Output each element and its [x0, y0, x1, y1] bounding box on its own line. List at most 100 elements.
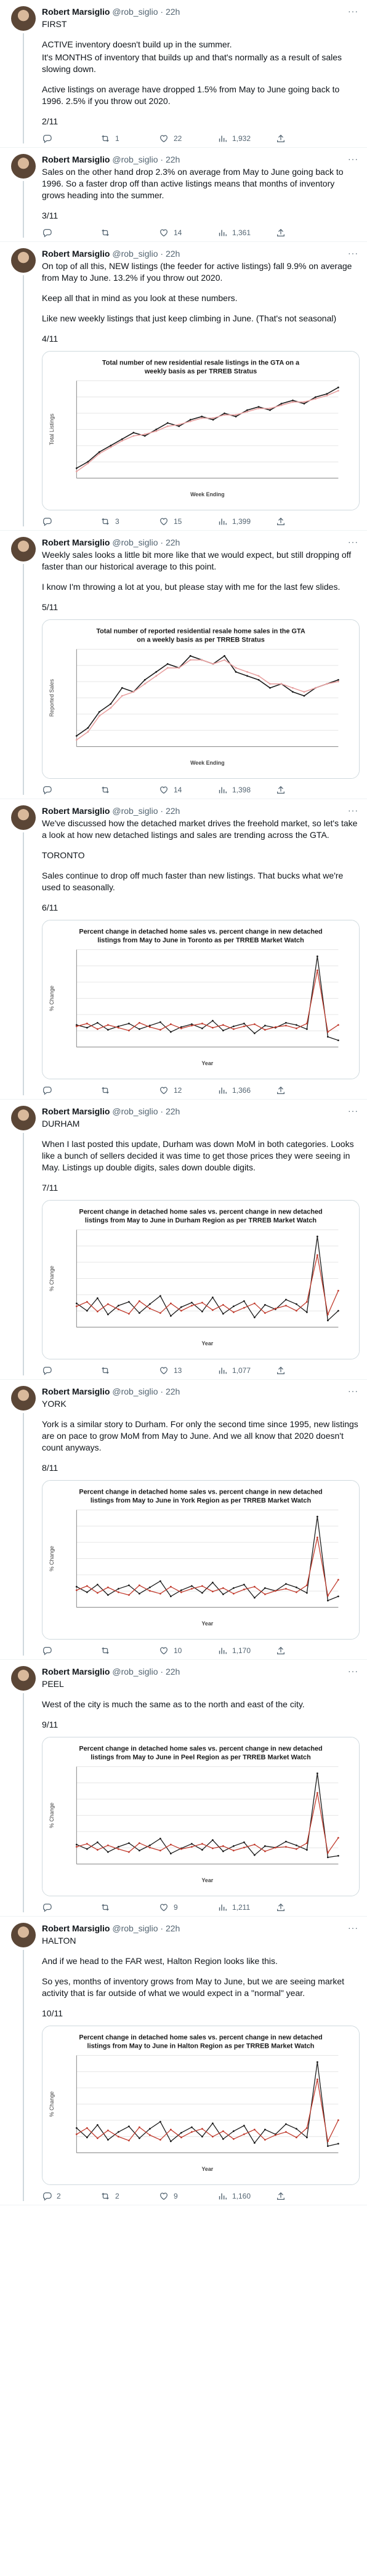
more-options-icon[interactable]: ···: [348, 248, 358, 258]
chart-image[interactable]: Percent change in detached home sales vs…: [42, 1200, 360, 1359]
retweet-button[interactable]: 3: [100, 517, 137, 526]
avatar[interactable]: [11, 537, 36, 561]
views-button[interactable]: 1,170: [217, 1646, 254, 1656]
timestamp[interactable]: 22h: [165, 7, 180, 17]
avatar[interactable]: [11, 1666, 36, 1691]
timestamp[interactable]: 22h: [165, 1387, 180, 1396]
reply-button[interactable]: [42, 785, 79, 795]
avatar[interactable]: [11, 248, 36, 273]
chart-image[interactable]: Percent change in detached home sales vs…: [42, 1737, 360, 1896]
like-button[interactable]: 13: [159, 1366, 196, 1375]
author-name[interactable]: Robert Marsiglio: [42, 7, 110, 17]
share-button[interactable]: [276, 517, 313, 526]
author-handle[interactable]: @rob_siglio: [112, 537, 158, 547]
more-options-icon[interactable]: ···: [348, 1386, 358, 1396]
author-handle[interactable]: @rob_siglio: [112, 1387, 158, 1396]
author-handle[interactable]: @rob_siglio: [112, 155, 158, 164]
retweet-button[interactable]: [100, 1902, 137, 1912]
more-options-icon[interactable]: ···: [348, 537, 358, 547]
chart-image[interactable]: Percent change in detached home sales vs…: [42, 920, 360, 1079]
like-button[interactable]: 22: [159, 134, 196, 143]
author-name[interactable]: Robert Marsiglio: [42, 806, 110, 816]
tweet[interactable]: ··· Robert Marsiglio @rob_siglio · 22h PEE…: [0, 1660, 367, 1917]
share-button[interactable]: [276, 1902, 313, 1912]
author-handle[interactable]: @rob_siglio: [112, 7, 158, 17]
author-name[interactable]: Robert Marsiglio: [42, 1923, 110, 1933]
avatar[interactable]: [11, 154, 36, 179]
views-button[interactable]: 1,160: [217, 2191, 254, 2201]
tweet[interactable]: ··· Robert Marsiglio @rob_siglio · 22h Wee…: [0, 531, 367, 799]
views-button[interactable]: 1,077: [217, 1366, 254, 1375]
more-options-icon[interactable]: ···: [348, 6, 358, 16]
share-button[interactable]: [276, 785, 313, 795]
timestamp[interactable]: 22h: [165, 537, 180, 547]
author-name[interactable]: Robert Marsiglio: [42, 1387, 110, 1396]
reply-button[interactable]: [42, 1366, 79, 1375]
retweet-button[interactable]: [100, 228, 137, 238]
share-button[interactable]: [276, 2191, 313, 2201]
retweet-button[interactable]: [100, 1085, 137, 1095]
reply-button[interactable]: [42, 1902, 79, 1912]
reply-button[interactable]: 2: [42, 2191, 79, 2201]
tweet[interactable]: ··· Robert Marsiglio @rob_siglio · 22h Sal…: [0, 148, 367, 242]
avatar[interactable]: [11, 805, 36, 830]
tweet[interactable]: ··· Robert Marsiglio @rob_siglio · 22h FIR…: [0, 0, 367, 148]
like-button[interactable]: 14: [159, 785, 196, 795]
timestamp[interactable]: 22h: [165, 1923, 180, 1933]
avatar[interactable]: [11, 1386, 36, 1411]
reply-button[interactable]: [42, 228, 79, 238]
timestamp[interactable]: 22h: [165, 155, 180, 164]
chart-image[interactable]: Percent change in detached home sales vs…: [42, 2026, 360, 2185]
timestamp[interactable]: 22h: [165, 1106, 180, 1116]
timestamp[interactable]: 22h: [165, 249, 180, 259]
retweet-button[interactable]: 1: [100, 134, 137, 143]
share-button[interactable]: [276, 1085, 313, 1095]
views-button[interactable]: 1,361: [217, 228, 254, 238]
author-name[interactable]: Robert Marsiglio: [42, 155, 110, 164]
views-button[interactable]: 1,399: [217, 517, 254, 526]
avatar[interactable]: [11, 1106, 36, 1130]
tweet[interactable]: ··· Robert Marsiglio @rob_siglio · 22h DUR…: [0, 1100, 367, 1380]
more-options-icon[interactable]: ···: [348, 1666, 358, 1676]
chart-image[interactable]: Total number of new residential resale l…: [42, 351, 360, 510]
retweet-button[interactable]: [100, 1646, 137, 1656]
more-options-icon[interactable]: ···: [348, 1106, 358, 1116]
tweet[interactable]: ··· Robert Marsiglio @rob_siglio · 22h We'…: [0, 799, 367, 1100]
share-button[interactable]: [276, 1646, 313, 1656]
share-button[interactable]: [276, 1366, 313, 1375]
like-button[interactable]: 14: [159, 228, 196, 238]
avatar[interactable]: [11, 1923, 36, 1947]
author-handle[interactable]: @rob_siglio: [112, 1667, 158, 1676]
more-options-icon[interactable]: ···: [348, 805, 358, 815]
retweet-button[interactable]: [100, 785, 137, 795]
views-button[interactable]: 1,211: [217, 1902, 254, 1912]
like-button[interactable]: 10: [159, 1646, 196, 1656]
timestamp[interactable]: 22h: [165, 1667, 180, 1676]
like-button[interactable]: 12: [159, 1085, 196, 1095]
reply-button[interactable]: [42, 134, 79, 143]
like-button[interactable]: 9: [159, 1902, 196, 1912]
author-handle[interactable]: @rob_siglio: [112, 806, 158, 816]
share-button[interactable]: [276, 228, 313, 238]
author-name[interactable]: Robert Marsiglio: [42, 249, 110, 259]
timestamp[interactable]: 22h: [165, 806, 180, 816]
reply-button[interactable]: [42, 1646, 79, 1656]
tweet[interactable]: ··· Robert Marsiglio @rob_siglio · 22h On …: [0, 242, 367, 531]
tweet[interactable]: ··· Robert Marsiglio @rob_siglio · 22h YOR…: [0, 1380, 367, 1660]
chart-image[interactable]: Total number of reported residential res…: [42, 619, 360, 779]
more-options-icon[interactable]: ···: [348, 154, 358, 164]
author-name[interactable]: Robert Marsiglio: [42, 1667, 110, 1676]
author-name[interactable]: Robert Marsiglio: [42, 537, 110, 547]
author-handle[interactable]: @rob_siglio: [112, 1923, 158, 1933]
more-options-icon[interactable]: ···: [348, 1923, 358, 1933]
chart-image[interactable]: Percent change in detached home sales vs…: [42, 1480, 360, 1640]
like-button[interactable]: 15: [159, 517, 196, 526]
author-handle[interactable]: @rob_siglio: [112, 249, 158, 259]
reply-button[interactable]: [42, 517, 79, 526]
author-handle[interactable]: @rob_siglio: [112, 1106, 158, 1116]
avatar[interactable]: [11, 6, 36, 31]
views-button[interactable]: 1,932: [217, 134, 254, 143]
retweet-button[interactable]: 2: [100, 2191, 137, 2201]
tweet[interactable]: ··· Robert Marsiglio @rob_siglio · 22h HAL…: [0, 1917, 367, 2205]
reply-button[interactable]: [42, 1085, 79, 1095]
